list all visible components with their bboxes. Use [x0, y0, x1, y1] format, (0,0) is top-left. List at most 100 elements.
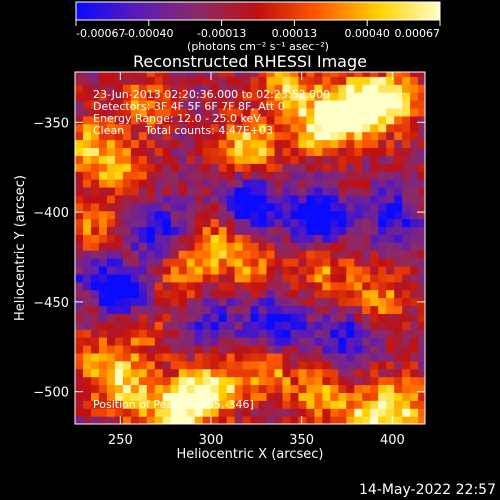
heatmap-cell: [82, 368, 92, 378]
heatmap-cell: [106, 352, 116, 362]
heatmap-cell: [266, 123, 276, 133]
heatmap-cell: [418, 76, 425, 85]
heatmap-cell: [418, 408, 425, 417]
heatmap-cell: [138, 368, 148, 378]
heatmap-cell: [194, 352, 204, 362]
heatmap-cell: [338, 234, 347, 243]
heatmap-cell: [114, 297, 124, 307]
heatmap-cell: [162, 100, 172, 109]
heatmap-cell: [162, 250, 172, 259]
heatmap-cell: [210, 289, 220, 299]
heatmap-cell: [410, 171, 419, 180]
heatmap-cell: [314, 360, 323, 370]
heatmap-cell: [226, 273, 236, 283]
heatmap-cell: [282, 273, 292, 283]
x-axis-label: Heliocentric X (arcsec): [177, 447, 324, 462]
heatmap-cell: [82, 194, 92, 204]
heatmap-cell: [75, 84, 84, 93]
heatmap-cell: [394, 72, 403, 77]
heatmap-cell: [90, 289, 100, 299]
heatmap-cell: [75, 76, 84, 85]
heatmap-cell: [386, 115, 395, 125]
annotation-block: 23-Jun-2013 02:20:36.000 to 02:23:52.000…: [93, 88, 330, 137]
heatmap-cell: [394, 329, 403, 338]
heatmap-cell: [90, 265, 100, 275]
heatmap-cell: [306, 76, 315, 85]
heatmap-cell: [138, 321, 148, 330]
heatmap-cell: [394, 139, 403, 149]
heatmap-cell: [186, 210, 196, 220]
heatmap-cell: [242, 360, 252, 370]
heatmap-cell: [354, 329, 363, 338]
heatmap-cell: [138, 416, 148, 424]
heatmap-cell: [90, 179, 100, 188]
heatmap-cell: [338, 329, 347, 338]
heatmap-cell: [138, 72, 148, 77]
heatmap-cell: [178, 115, 188, 125]
heatmap-cell: [114, 352, 124, 362]
heatmap-cell: [162, 321, 172, 330]
heatmap-cell: [410, 305, 419, 314]
heatmap-cell: [218, 179, 228, 188]
colorbar-tick-label: -0.00013: [197, 27, 246, 40]
heatmap-cell: [290, 234, 300, 243]
heatmap-cell: [186, 92, 196, 101]
heatmap-cell: [418, 281, 425, 291]
heatmap-cell: [290, 107, 300, 117]
heatmap-cell: [170, 250, 180, 259]
heatmap-cell: [122, 250, 132, 259]
heatmap-cell: [122, 392, 132, 401]
heatmap-cell: [106, 297, 116, 307]
colorbar-tick-label: -0.00040: [124, 27, 173, 40]
heatmap-cell: [258, 337, 268, 346]
heatmap-cell: [75, 384, 84, 393]
heatmap-cell: [258, 210, 268, 220]
heatmap-cell: [378, 297, 387, 307]
heatmap-cell: [106, 289, 116, 299]
heatmap-cell: [346, 186, 355, 196]
heatmap-cell: [290, 202, 300, 212]
heatmap-cell: [75, 226, 84, 235]
heatmap-cell: [106, 400, 116, 409]
heatmap-cell: [218, 297, 228, 307]
heatmap-cell: [138, 123, 148, 133]
heatmap-cell: [106, 305, 116, 314]
heatmap-cell: [210, 218, 220, 228]
heatmap-cell: [146, 234, 156, 243]
heatmap-cell: [378, 194, 387, 204]
heatmap-cell: [122, 297, 132, 307]
heatmap-cell: [354, 84, 363, 93]
heatmap-cell: [306, 392, 315, 401]
heatmap-cell: [186, 123, 196, 133]
heatmap-cell: [370, 76, 379, 85]
heatmap-cell: [386, 313, 395, 322]
heatmap-cell: [122, 115, 132, 125]
heatmap-cell: [346, 202, 355, 212]
heatmap-cell: [226, 155, 236, 164]
heatmap-cell: [114, 226, 124, 235]
heatmap-cell: [122, 218, 132, 228]
heatmap-cell: [242, 352, 252, 362]
heatmap-cell: [378, 163, 387, 172]
heatmap-cell: [242, 265, 252, 275]
heatmap-cell: [138, 242, 148, 251]
heatmap-cell: [154, 376, 164, 386]
heatmap-cell: [338, 202, 347, 212]
heatmap-cell: [154, 305, 164, 314]
heatmap-cell: [130, 131, 140, 141]
heatmap-cell: [154, 100, 164, 109]
heatmap-cell: [202, 250, 212, 259]
heatmap-cell: [282, 344, 292, 354]
heatmap-cell: [234, 250, 244, 259]
heatmap-cell: [154, 242, 164, 251]
heatmap-cell: [106, 210, 116, 220]
heatmap-cell: [194, 400, 204, 409]
heatmap-cell: [154, 131, 164, 141]
heatmap-cell: [226, 360, 236, 370]
heatmap-cell: [202, 107, 212, 117]
heatmap-cell: [298, 100, 307, 109]
heatmap-cell: [354, 171, 363, 180]
heatmap-cell: [354, 76, 363, 85]
heatmap-cell: [75, 202, 84, 212]
heatmap-cell: [378, 115, 387, 125]
